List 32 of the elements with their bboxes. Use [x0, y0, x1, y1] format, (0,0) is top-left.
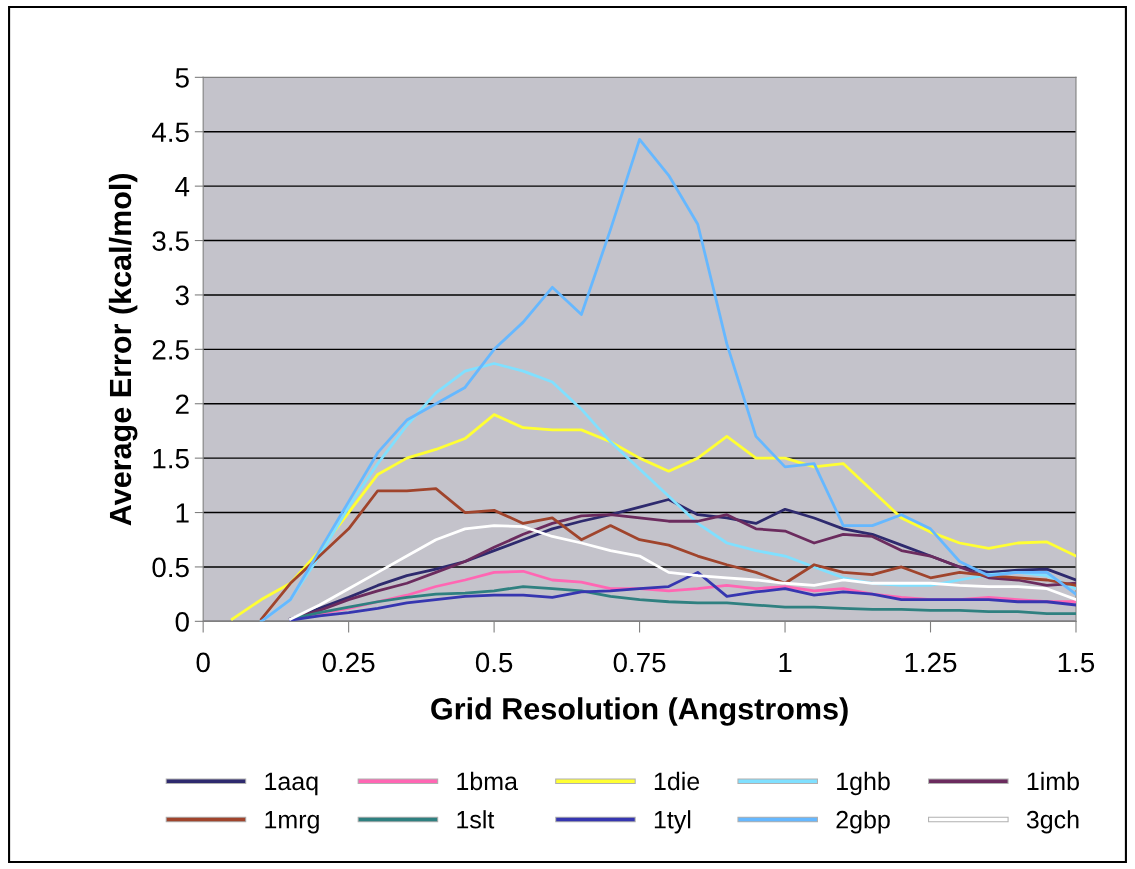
y-axis-title: Average Error (kcal/mol): [108, 173, 138, 526]
y-tick-label: 3: [175, 285, 189, 306]
y-tick-label: 1.5: [153, 449, 189, 469]
y-tick-label: 3.5: [152, 231, 189, 251]
line-series: [230, 413, 1076, 621]
legend-label: 1slt: [457, 810, 495, 829]
x-tick-label: 1: [779, 652, 792, 673]
x-tick-label: 0.5: [475, 652, 513, 673]
x-tick-label: 0.75: [613, 652, 666, 673]
y-tick-label: 0: [175, 612, 189, 632]
x-tick-label: 0: [196, 652, 210, 673]
x-tick-label: 1.5: [1058, 652, 1095, 673]
legend-label: 1bma: [457, 771, 518, 791]
x-axis-title: Grid Resolution (Angstroms): [431, 697, 848, 726]
legend-label: 1imb: [1027, 771, 1079, 791]
y-tick-label: 2.5: [152, 340, 189, 360]
legend-label: 1die: [654, 771, 700, 791]
line-series: [259, 137, 1076, 622]
x-tick-label: 1.25: [905, 652, 957, 673]
legend-label: 1aaq: [265, 772, 318, 796]
legend-label: 2gbp: [836, 810, 890, 834]
legend-label: 1mrg: [265, 811, 319, 834]
y-tick-label: 5: [175, 68, 189, 88]
y-tick-label: 4: [175, 177, 190, 197]
legend-label: 3gch: [1026, 810, 1079, 834]
y-tick-label: 4.5: [152, 122, 189, 143]
y-tick-label: 1: [176, 503, 189, 523]
y-tick-label: 2: [175, 394, 189, 414]
legend-label: 1tyl: [654, 810, 691, 834]
legend-label: 1ghb: [837, 771, 890, 796]
y-tick-label: 0.5: [152, 557, 189, 578]
x-tick-label: 0.25: [322, 652, 375, 673]
